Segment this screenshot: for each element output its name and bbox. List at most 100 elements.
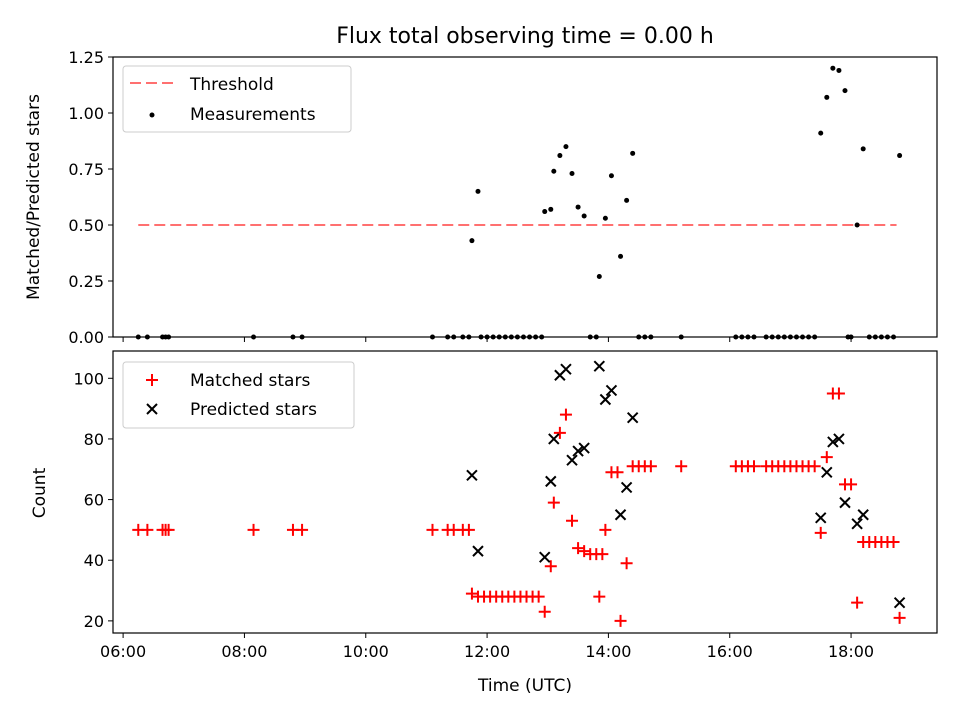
measurement-point [630,150,636,156]
count-legend-box [122,361,355,429]
measurement-point [602,215,608,221]
ratio-plot-frame [112,56,938,338]
legend-measurements-swatch [149,112,155,118]
matched-stars-point [538,605,551,618]
predicted-stars-point [626,412,639,424]
matched-stars-point [599,523,612,536]
legend-measurements-label: Measurements [190,105,316,125]
predicted-stars-point [893,596,906,609]
ratio-y-tick-label: 1.00 [68,104,104,123]
predicted-stars-point [545,475,557,488]
matched-stars-point [851,596,864,609]
measurement-point [818,130,824,136]
predicted-stars-point [815,512,827,524]
predicted-stars-point [560,363,572,375]
ratio-y-tick-label: 1.25 [68,48,104,67]
x-tick-label: 14:00 [585,642,631,661]
ratio-legend-box [122,65,352,133]
measurement-point [624,197,630,203]
count-y-tick-label: 80 [84,430,104,449]
count-y-tick-label: 20 [84,612,104,631]
matched-stars-point [547,496,560,509]
predicted-stars-point [620,481,633,494]
matched-stars-point [162,523,175,536]
measurement-point [548,206,554,212]
matched-stars-point [141,523,154,536]
ratio-y-axis-label: Matched/Predicted stars [24,94,44,300]
x-tick-label: 16:00 [707,642,753,661]
predicted-stars-point [833,433,845,445]
predicted-stars-point [827,436,839,448]
predicted-stars-point [857,509,869,521]
matched-stars-point [532,590,545,603]
matched-stars-point [820,451,833,464]
legend-matched-swatch [146,374,158,386]
predicted-stars-point [839,496,851,509]
matched-stars-point [247,523,260,536]
matched-stars-point [893,611,906,624]
matched-stars-point [578,545,591,558]
ratio-y-tick-label: 0.25 [68,272,104,291]
measurement-point [596,274,602,280]
measurement-point [469,238,475,244]
measurement-point [563,144,569,150]
x-tick-label: 18:00 [828,642,874,661]
measurement-point [824,94,830,100]
matched-stars-point [887,536,900,549]
count-y-tick-label: 40 [84,551,104,570]
measurement-point [842,88,848,94]
predicted-stars-point [599,393,612,406]
count-y-tick-label: 60 [84,491,104,510]
measurement-point [551,168,557,174]
predicted-stars-point [466,469,478,482]
matched-stars-point [553,426,566,439]
x-tick-label: 08:00 [221,642,267,661]
matched-stars-point [462,523,475,536]
measurement-point [557,153,563,159]
measurement-point [854,222,860,228]
predicted-stars-point [851,518,863,530]
x-tick-label: 10:00 [343,642,389,661]
predicted-stars-point [821,466,833,478]
predicted-stars-point [539,551,551,563]
predicted-stars-point [578,442,590,454]
matched-stars-point [614,614,627,627]
matched-stars-point [611,466,624,479]
measurement-point [836,67,842,73]
x-axis-label: Time (UTC) [477,676,572,696]
ratio-legend: Threshold Measurements [122,65,352,133]
predicted-stars-point [548,433,560,445]
matched-stars-point [296,523,309,536]
matched-stars-point [572,542,585,555]
matched-stars-point [748,460,761,473]
matched-stars-point [544,560,557,573]
predicted-stars-point [605,384,618,397]
matched-stars-point [426,523,439,536]
predicted-stars-point [614,509,627,521]
chart-title: Flux total observing time = 0.00 h [336,24,714,49]
matched-stars-point [675,460,688,473]
measurement-point [608,173,614,179]
count-plot-frame [112,350,938,634]
measurement-point [618,253,624,259]
measurement-point [581,213,587,219]
predicted-stars-point [572,445,584,457]
measurement-point [569,170,575,176]
count-plot: 20 40 60 80 100 06:00 08:00 10:00 12:00 14:00 16:0… [30,350,938,696]
measurement-point [575,204,581,210]
ratio-plot: 0.00 0.25 0.50 0.75 1.00 1.25 Matched/Predict… [24,48,938,347]
measurement-point [860,146,866,152]
matched-stars-point [566,514,579,527]
legend-predicted-label: Predicted stars [190,400,317,420]
predicted-stars-point [472,545,484,557]
legend-matched-label: Matched stars [190,371,310,391]
matched-stars-point [832,387,845,400]
matched-stars-point [814,526,827,539]
matched-stars-point [465,587,478,600]
measurement-point [897,153,903,159]
predicted-stars-point [566,454,578,466]
matched-stars-point [559,408,572,421]
measurement-point [475,188,481,194]
legend-threshold-label: Threshold [189,75,274,95]
